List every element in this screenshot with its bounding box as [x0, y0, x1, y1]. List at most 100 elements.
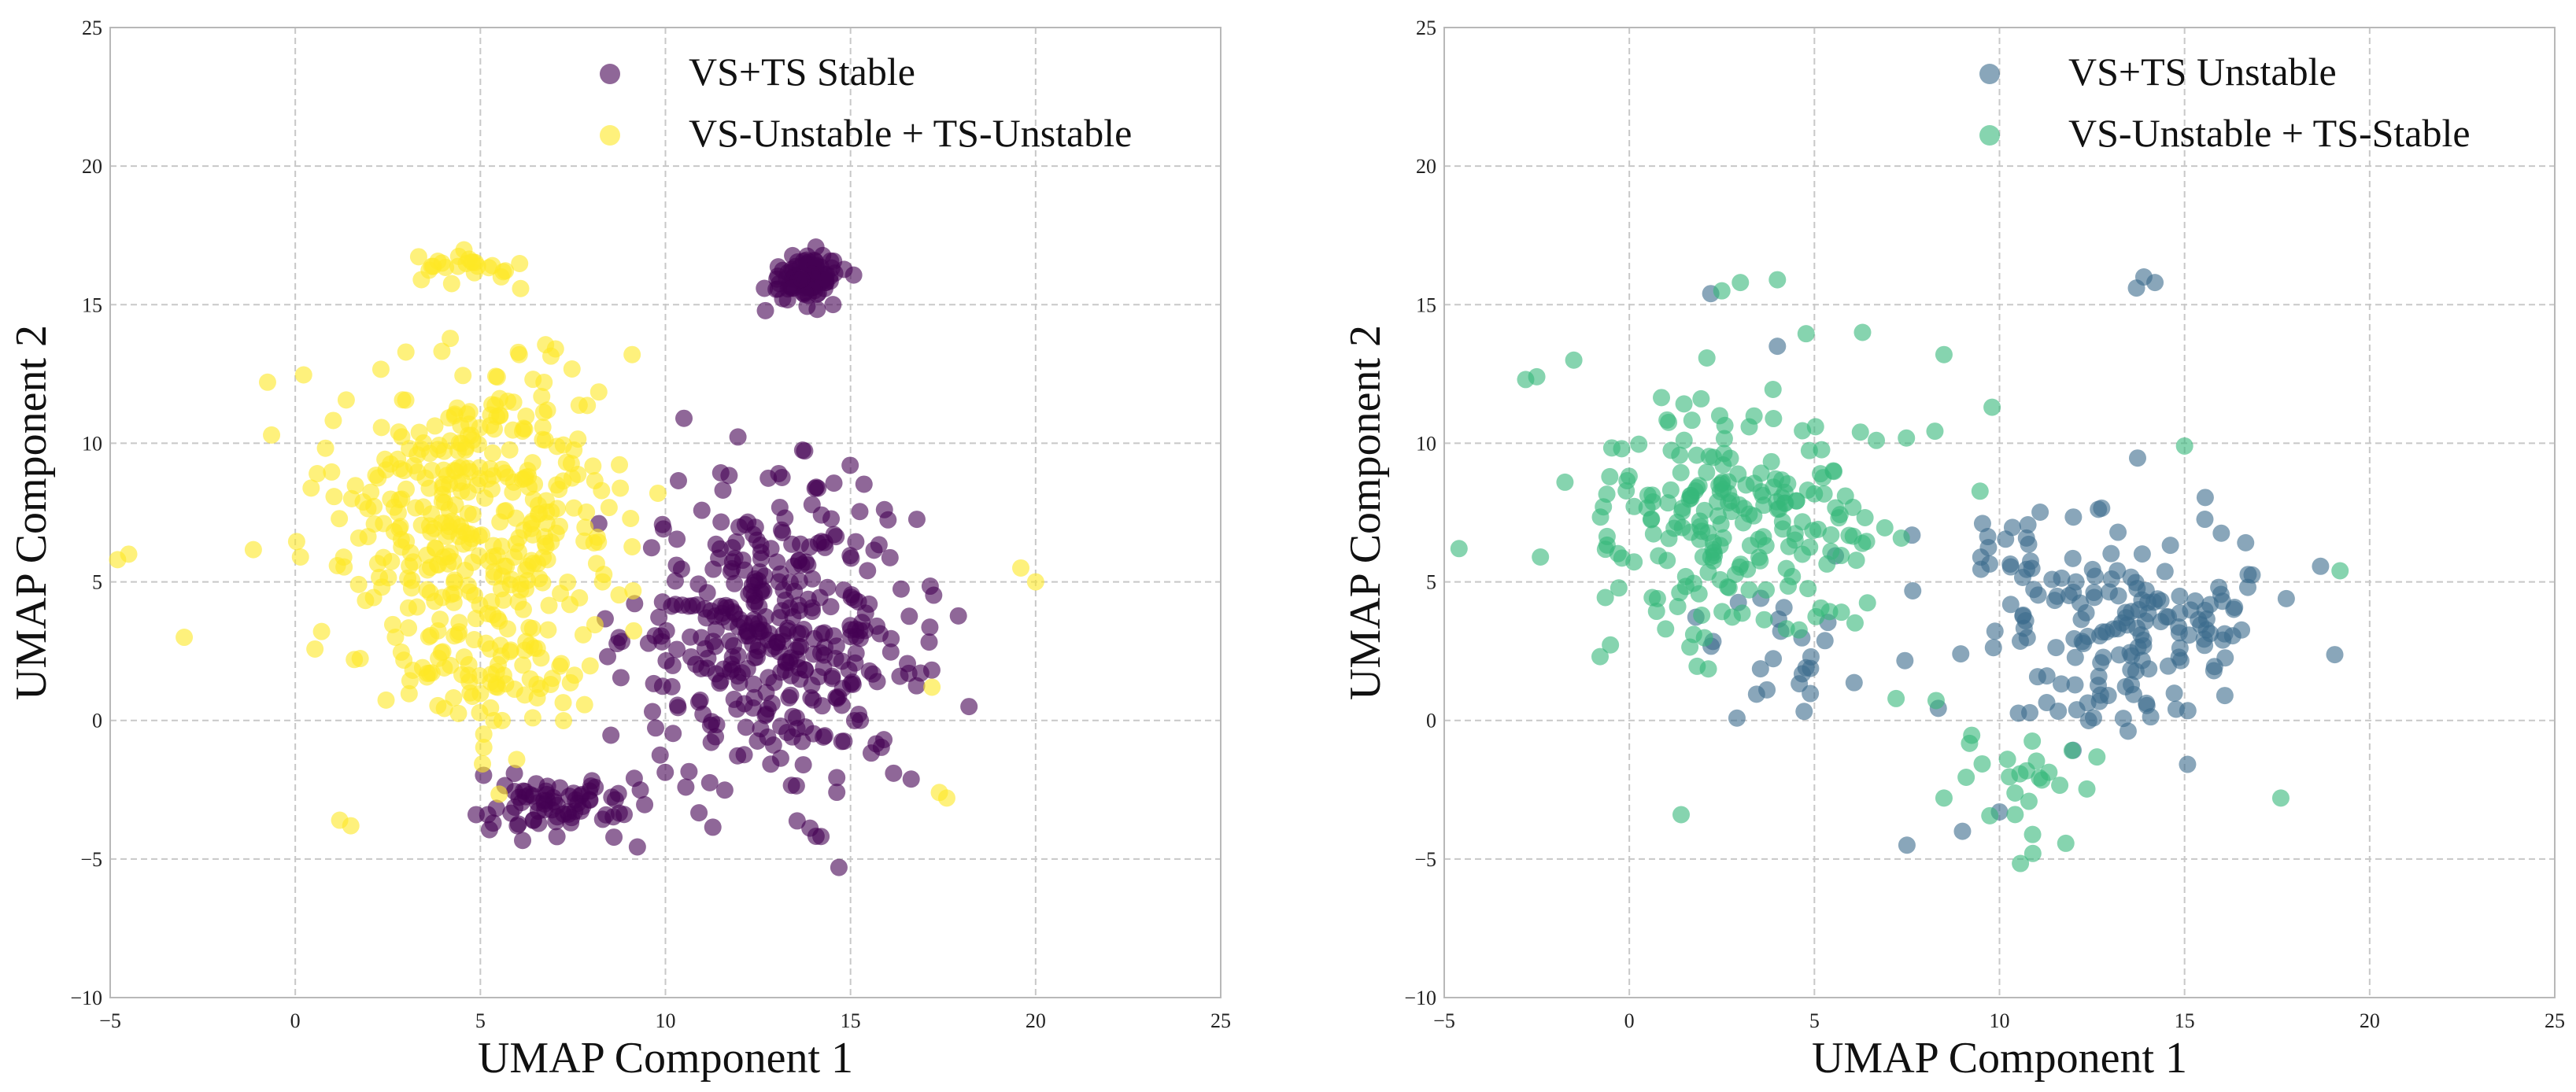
point [769, 280, 787, 298]
point [793, 271, 811, 289]
point [2128, 449, 2146, 467]
point [643, 703, 661, 721]
point [2066, 648, 2084, 666]
point [2051, 777, 2069, 795]
point [602, 726, 620, 744]
point [2127, 574, 2145, 592]
point [612, 479, 630, 497]
point [1740, 418, 1758, 436]
point [1715, 430, 1733, 448]
point [563, 360, 581, 378]
point [703, 713, 721, 731]
point [1927, 692, 1945, 710]
point [740, 585, 758, 603]
point [1853, 323, 1872, 341]
point [514, 656, 532, 674]
legend-marker [1979, 125, 2000, 146]
point [664, 725, 682, 743]
y-tick-label: 0 [1426, 710, 1436, 732]
point [507, 535, 525, 553]
point [2006, 784, 2024, 802]
point [2210, 578, 2228, 596]
legend-label: VS-Unstable + TS-Stable [2068, 111, 2471, 155]
point [639, 634, 657, 652]
point [923, 678, 941, 696]
point [680, 762, 698, 780]
point [1983, 398, 2001, 416]
point [583, 772, 601, 790]
point [704, 818, 722, 836]
point [521, 785, 539, 803]
x-tick-label: 5 [1809, 1009, 1820, 1032]
point [835, 732, 853, 751]
point [784, 608, 802, 626]
point [796, 283, 814, 301]
point [795, 620, 813, 638]
point [403, 571, 421, 589]
point [1532, 548, 1550, 566]
point [1764, 381, 1782, 399]
point [605, 828, 623, 847]
point [756, 279, 774, 297]
point [784, 707, 802, 725]
y-tick-label: −10 [1404, 987, 1436, 1009]
point [1698, 349, 1716, 367]
point [692, 659, 710, 677]
point [1691, 518, 1709, 536]
point [1690, 585, 1708, 603]
point [824, 296, 842, 314]
point [523, 709, 541, 727]
point [622, 510, 640, 528]
point [1831, 506, 1849, 524]
point [459, 504, 477, 522]
point [1816, 632, 1834, 650]
point [730, 618, 748, 636]
point [892, 580, 910, 598]
point [2023, 844, 2042, 862]
point [1630, 435, 1648, 453]
point [612, 669, 630, 687]
y-tick-label: 10 [82, 432, 102, 455]
point [788, 812, 806, 830]
point [1800, 441, 1818, 459]
point [1797, 659, 1815, 677]
point [833, 696, 851, 714]
point [1739, 560, 1757, 578]
point [875, 500, 893, 518]
point [653, 593, 671, 611]
point [1601, 467, 1619, 485]
point [653, 677, 671, 695]
point [409, 248, 427, 266]
point [469, 435, 487, 453]
point [342, 489, 360, 507]
point [2212, 524, 2230, 542]
point [1450, 540, 1468, 558]
point [812, 625, 830, 643]
point [669, 699, 687, 717]
point [372, 419, 390, 437]
point [1710, 476, 1728, 494]
point [1675, 395, 1693, 413]
point [2001, 596, 2020, 614]
legend-marker [600, 125, 620, 146]
point [737, 718, 755, 736]
point [2197, 621, 2216, 639]
point [819, 578, 837, 596]
point [2326, 646, 2344, 664]
point [2130, 600, 2148, 618]
point [907, 511, 926, 529]
point [2186, 592, 2205, 610]
point [2277, 589, 2295, 607]
point [1997, 530, 2015, 548]
x-tick-label: 25 [1210, 1009, 1231, 1032]
point [772, 521, 790, 539]
point [1953, 822, 1972, 840]
point [1698, 463, 1716, 481]
point [828, 769, 846, 787]
point [412, 271, 431, 289]
point [2089, 677, 2107, 695]
point [524, 490, 542, 508]
point [2119, 722, 2137, 740]
point [1772, 471, 1791, 489]
